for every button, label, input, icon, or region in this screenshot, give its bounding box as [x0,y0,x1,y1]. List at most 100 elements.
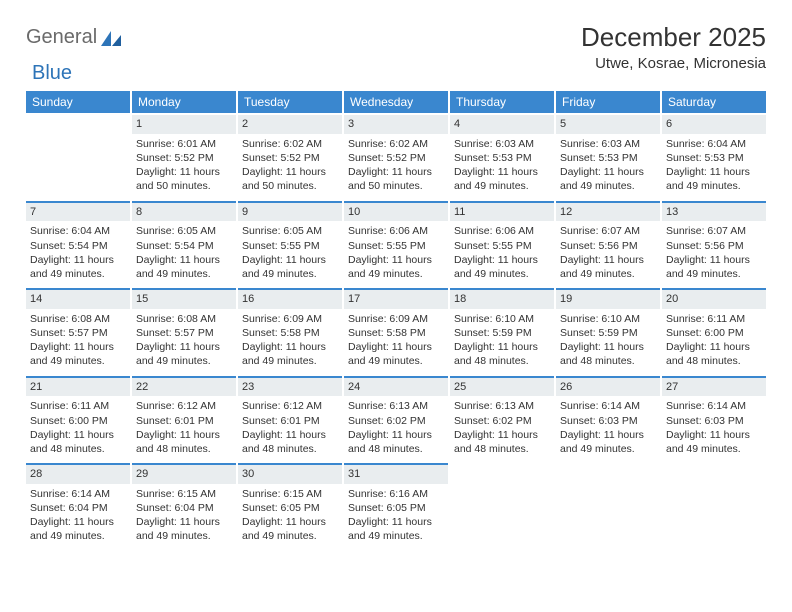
day-number: 11 [450,201,554,222]
sunset: Sunset: 6:01 PM [136,414,232,428]
calendar-day [26,115,130,199]
weekday-friday: Friday [556,91,660,113]
daylight: and 49 minutes. [560,267,656,281]
day-number: 17 [344,288,448,309]
daylight: and 49 minutes. [348,529,444,543]
daylight: and 49 minutes. [666,442,762,456]
sunset: Sunset: 5:55 PM [242,239,338,253]
weekday-saturday: Saturday [662,91,766,113]
daylight: Daylight: 11 hours [454,340,550,354]
day-body: Sunrise: 6:15 AMSunset: 6:04 PMDaylight:… [132,485,236,544]
calendar-day: 31Sunrise: 6:16 AMSunset: 6:05 PMDayligh… [344,463,448,549]
daylight: Daylight: 11 hours [666,428,762,442]
calendar-day: 2Sunrise: 6:02 AMSunset: 5:52 PMDaylight… [238,115,342,199]
sunrise: Sunrise: 6:14 AM [30,487,126,501]
daylight: and 50 minutes. [348,179,444,193]
day-number: 8 [132,201,236,222]
calendar-day: 6Sunrise: 6:04 AMSunset: 5:53 PMDaylight… [662,115,766,199]
sunset: Sunset: 6:03 PM [560,414,656,428]
sunset: Sunset: 5:53 PM [454,151,550,165]
day-number: 26 [556,376,660,397]
calendar-day: 3Sunrise: 6:02 AMSunset: 5:52 PMDaylight… [344,115,448,199]
daylight: and 48 minutes. [666,354,762,368]
sunrise: Sunrise: 6:05 AM [136,224,232,238]
sunrise: Sunrise: 6:13 AM [454,399,550,413]
sunset: Sunset: 5:55 PM [348,239,444,253]
location: Utwe, Kosrae, Micronesia [581,55,766,72]
day-body: Sunrise: 6:10 AMSunset: 5:59 PMDaylight:… [450,310,554,369]
daylight: and 49 minutes. [348,267,444,281]
sunrise: Sunrise: 6:14 AM [666,399,762,413]
calendar-day: 21Sunrise: 6:11 AMSunset: 6:00 PMDayligh… [26,376,130,462]
daylight: Daylight: 11 hours [30,515,126,529]
sunrise: Sunrise: 6:10 AM [560,312,656,326]
daylight: and 49 minutes. [348,354,444,368]
day-body: Sunrise: 6:05 AMSunset: 5:54 PMDaylight:… [132,222,236,281]
weekday-tuesday: Tuesday [238,91,342,113]
sunrise: Sunrise: 6:15 AM [136,487,232,501]
calendar-day: 10Sunrise: 6:06 AMSunset: 5:55 PMDayligh… [344,201,448,287]
day-body: Sunrise: 6:15 AMSunset: 6:05 PMDaylight:… [238,485,342,544]
calendar-day: 9Sunrise: 6:05 AMSunset: 5:55 PMDaylight… [238,201,342,287]
day-body: Sunrise: 6:13 AMSunset: 6:02 PMDaylight:… [344,397,448,456]
daylight: Daylight: 11 hours [560,340,656,354]
day-body: Sunrise: 6:14 AMSunset: 6:03 PMDaylight:… [556,397,660,456]
calendar-day [556,463,660,549]
sunset: Sunset: 5:53 PM [560,151,656,165]
daylight: Daylight: 11 hours [454,253,550,267]
daylight: Daylight: 11 hours [136,165,232,179]
weekday-header-row: Sunday Monday Tuesday Wednesday Thursday… [26,91,766,113]
sunrise: Sunrise: 6:09 AM [348,312,444,326]
calendar-day: 4Sunrise: 6:03 AMSunset: 5:53 PMDaylight… [450,115,554,199]
day-number: 27 [662,376,766,397]
daylight: and 49 minutes. [136,354,232,368]
weekday-thursday: Thursday [450,91,554,113]
day-number: 12 [556,201,660,222]
sunset: Sunset: 5:59 PM [560,326,656,340]
brand-logo: General [26,22,127,49]
daylight: and 49 minutes. [560,179,656,193]
day-body: Sunrise: 6:16 AMSunset: 6:05 PMDaylight:… [344,485,448,544]
sunset: Sunset: 6:00 PM [30,414,126,428]
daylight: Daylight: 11 hours [666,340,762,354]
daylight: Daylight: 11 hours [348,428,444,442]
daylight: and 49 minutes. [242,354,338,368]
daylight: and 48 minutes. [560,354,656,368]
calendar-week: 21Sunrise: 6:11 AMSunset: 6:00 PMDayligh… [26,376,766,462]
calendar-day: 14Sunrise: 6:08 AMSunset: 5:57 PMDayligh… [26,288,130,374]
day-number: 10 [344,201,448,222]
day-body: Sunrise: 6:04 AMSunset: 5:54 PMDaylight:… [26,222,130,281]
daylight: Daylight: 11 hours [242,428,338,442]
daylight: and 50 minutes. [242,179,338,193]
daylight: and 48 minutes. [348,442,444,456]
calendar-day: 29Sunrise: 6:15 AMSunset: 6:04 PMDayligh… [132,463,236,549]
day-number: 18 [450,288,554,309]
daylight: and 49 minutes. [454,179,550,193]
daylight: Daylight: 11 hours [242,165,338,179]
calendar-day: 19Sunrise: 6:10 AMSunset: 5:59 PMDayligh… [556,288,660,374]
day-number: 25 [450,376,554,397]
calendar-day: 23Sunrise: 6:12 AMSunset: 6:01 PMDayligh… [238,376,342,462]
calendar-day: 13Sunrise: 6:07 AMSunset: 5:56 PMDayligh… [662,201,766,287]
day-number: 4 [450,115,554,134]
daylight: and 48 minutes. [136,442,232,456]
calendar-day: 5Sunrise: 6:03 AMSunset: 5:53 PMDaylight… [556,115,660,199]
sunrise: Sunrise: 6:16 AM [348,487,444,501]
sunrise: Sunrise: 6:09 AM [242,312,338,326]
day-number: 3 [344,115,448,134]
daylight: and 49 minutes. [666,179,762,193]
day-body: Sunrise: 6:02 AMSunset: 5:52 PMDaylight:… [344,135,448,194]
day-number: 14 [26,288,130,309]
sunrise: Sunrise: 6:06 AM [454,224,550,238]
daylight: Daylight: 11 hours [136,428,232,442]
sunset: Sunset: 6:02 PM [454,414,550,428]
day-number: 5 [556,115,660,134]
sunrise: Sunrise: 6:05 AM [242,224,338,238]
daylight: and 49 minutes. [136,529,232,543]
day-body: Sunrise: 6:07 AMSunset: 5:56 PMDaylight:… [556,222,660,281]
day-body: Sunrise: 6:01 AMSunset: 5:52 PMDaylight:… [132,135,236,194]
calendar-week: 28Sunrise: 6:14 AMSunset: 6:04 PMDayligh… [26,463,766,549]
sunset: Sunset: 6:05 PM [242,501,338,515]
calendar-day: 17Sunrise: 6:09 AMSunset: 5:58 PMDayligh… [344,288,448,374]
day-body: Sunrise: 6:12 AMSunset: 6:01 PMDaylight:… [238,397,342,456]
